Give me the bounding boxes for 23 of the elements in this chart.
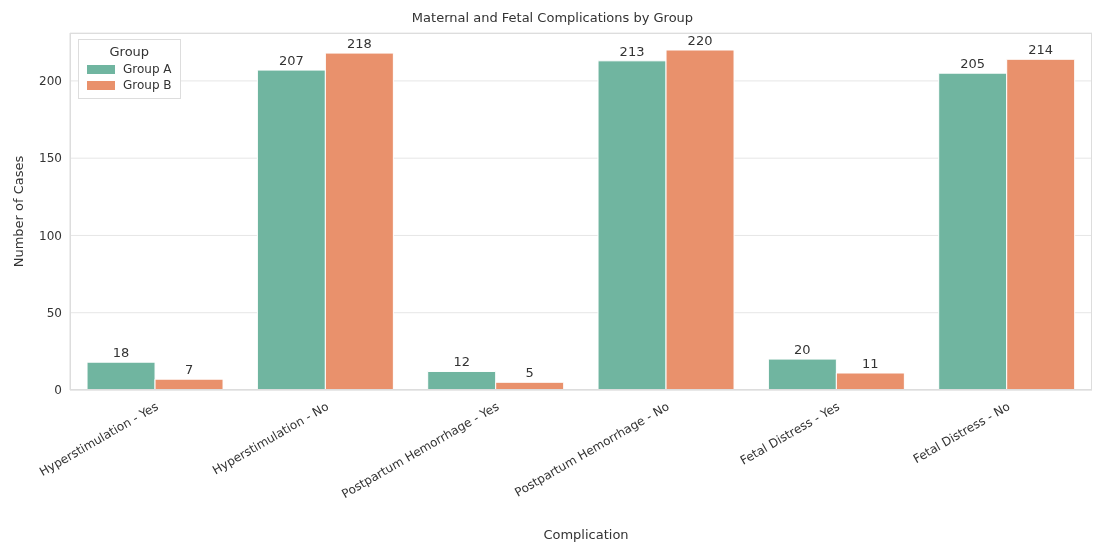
data-label: 213 <box>619 43 645 59</box>
data-label: 11 <box>862 356 879 371</box>
chart-title: Maternal and Fetal Complications by Group <box>410 10 695 25</box>
y-tick-label: 150 <box>39 151 62 166</box>
data-label: 214 <box>1028 42 1054 58</box>
data-label: 5 <box>525 365 534 381</box>
x-axis-title: Complication <box>542 527 630 542</box>
data-label: 12 <box>453 354 470 370</box>
data-label: 7 <box>184 362 194 378</box>
data-label: 207 <box>278 53 304 69</box>
data-label: 18 <box>112 345 130 361</box>
legend-title: Group <box>108 44 151 59</box>
data-label: 205 <box>960 56 986 72</box>
legend-label: Group B <box>123 78 172 92</box>
y-axis-title: Number of Cases <box>11 155 27 268</box>
y-tick-label: 0 <box>54 383 62 398</box>
data-label: 218 <box>346 36 372 52</box>
y-tick-label: 50 <box>46 305 62 320</box>
legend-label: Group A <box>123 62 172 76</box>
y-tick-label: 100 <box>39 228 62 243</box>
data-label: 220 <box>687 33 713 48</box>
data-label: 20 <box>794 342 811 358</box>
y-tick-label: 200 <box>39 74 62 89</box>
